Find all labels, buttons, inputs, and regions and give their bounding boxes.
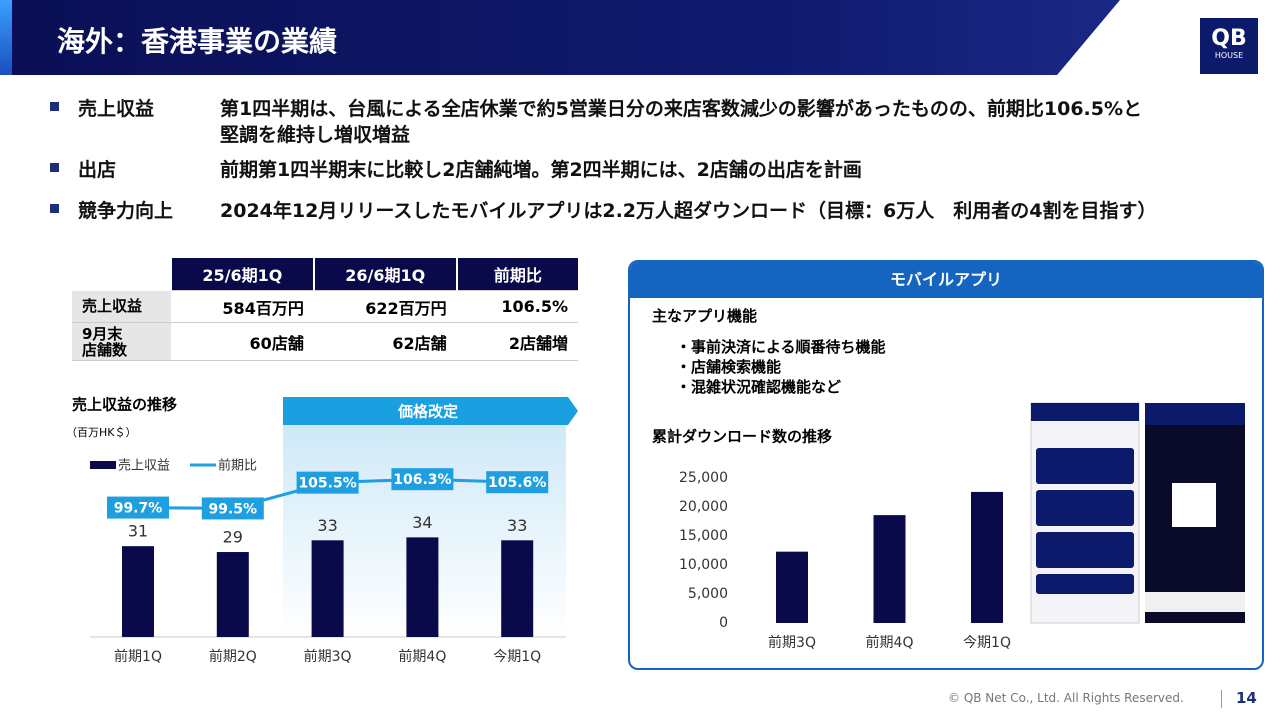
x-tick-label: 前期4Q [398, 648, 446, 665]
panel-title: モバイルアプリ [630, 262, 1262, 298]
logo-sub: HOUSE [1214, 51, 1244, 60]
legend-label: 前期比 [218, 458, 257, 474]
ratio-label: 105.5% [298, 476, 356, 492]
table-cell: 622百万円 [313, 290, 457, 323]
x-tick-label: 前期4Q [866, 634, 914, 651]
ratio-label-box [486, 471, 549, 494]
annotation: 価格改定 [397, 403, 458, 421]
annotation-arrow [283, 397, 578, 425]
copyright: © QB Net Co., Ltd. All Rights Reserved. [948, 691, 1184, 705]
page-number: 14 [1236, 689, 1257, 707]
ratio-label: 106.3% [393, 472, 451, 488]
x-tick-label: 前期3Q [304, 648, 352, 665]
bullet-text: 前期第1四半期末に比較し2店舗純増。第2四半期には、2店舗の出店を計画 [220, 159, 862, 181]
chart-title: 累計ダウンロード数の推移 [652, 428, 832, 446]
bar-label: 33 [317, 516, 337, 535]
ratio-label-box [201, 497, 264, 520]
x-tick-label: 前期3Q [768, 634, 816, 651]
row-label: 売上収益 [72, 290, 171, 323]
feature: ・店舗検索機能 [676, 358, 782, 376]
x-tick-label: 今期1Q [493, 649, 541, 665]
features-title: 主なアプリ機能 [652, 307, 758, 325]
table-header: 25/6期1Q [170, 258, 314, 291]
bullet-marker [50, 163, 59, 172]
ratio-label: 99.5% [209, 501, 258, 517]
app-panel [628, 260, 1264, 670]
table-cell: 60店舗 [171, 322, 314, 361]
bar [216, 552, 249, 637]
feature: ・混雑状況確認機能など [676, 378, 842, 396]
bullet-label: 出店 [78, 159, 117, 181]
x-tick-label: 前期1Q [114, 648, 162, 665]
y-tick-label: 25,000 [679, 470, 728, 486]
bar [406, 537, 439, 637]
table-cell: 2店舗増 [456, 322, 578, 361]
ratio-label: 99.7% [114, 501, 163, 517]
y-tick-label: 5,000 [688, 586, 728, 602]
y-tick-label: 10,000 [679, 557, 728, 573]
y-tick-label: 15,000 [679, 528, 728, 544]
x-tick-label: 今期1Q [963, 635, 1011, 651]
row-label: 9月末 店舗数 [72, 322, 171, 361]
bar [873, 515, 906, 623]
bar [311, 540, 344, 637]
footer-sep [1221, 690, 1222, 708]
bar-label: 33 [507, 516, 527, 535]
phone-left [1030, 402, 1140, 624]
ratio-label-box [391, 468, 454, 491]
bar [122, 546, 154, 637]
ratio-label: 105.6% [488, 475, 546, 491]
bullet-label: 売上収益 [78, 98, 155, 120]
table-header: 前期比 [455, 258, 578, 291]
bullet-text: 堅調を維持し増収増益 [220, 124, 411, 146]
bar-label: 29 [223, 528, 243, 547]
bullet-text: 第1四半期は、台風による全店休業で約5営業日分の来店客数減少の影響があったものの… [220, 98, 1143, 120]
bar [501, 540, 534, 637]
ratio-label-box [107, 496, 169, 519]
feature: ・事前決済による順番待ち機能 [676, 338, 886, 356]
table-cell: 106.5% [456, 290, 578, 323]
ratio-label-box [296, 471, 359, 494]
bar-label: 34 [412, 513, 432, 532]
phone-right [1145, 403, 1245, 623]
header-bar [0, 0, 1280, 75]
bar [776, 551, 808, 623]
x-tick-label: 前期2Q [209, 648, 257, 665]
table-cell: 62店舗 [313, 322, 457, 361]
bullet-marker [50, 204, 59, 213]
bullet-label: 競争力向上 [78, 200, 174, 222]
table-header: 26/6期1Q [312, 258, 457, 291]
y-tick-label: 20,000 [679, 499, 728, 515]
bar-label: 31 [128, 522, 148, 541]
bullet-text: 2024年12月リリースしたモバイルアプリは2.2万人超ダウンロード（目標：6万… [220, 200, 1157, 222]
chart-title: 売上収益の推移 [72, 396, 177, 414]
legend-swatch [90, 461, 116, 469]
slide-title: 海外：香港事業の業績 [57, 25, 338, 58]
legend-label: 売上収益 [118, 458, 170, 474]
table-cell: 584百万円 [171, 290, 314, 323]
y-tick-label: 0 [719, 615, 728, 631]
logo: QB HOUSE [1199, 17, 1259, 75]
logo-brand: QB [1211, 26, 1247, 51]
bar [971, 491, 1003, 623]
summary-table: 25/6期1Q 26/6期1Q 前期比 売上収益 584百万円 622百万円 1… [72, 258, 578, 361]
unit-label: （百万HK＄） [66, 425, 137, 439]
bullet-marker [50, 102, 59, 111]
